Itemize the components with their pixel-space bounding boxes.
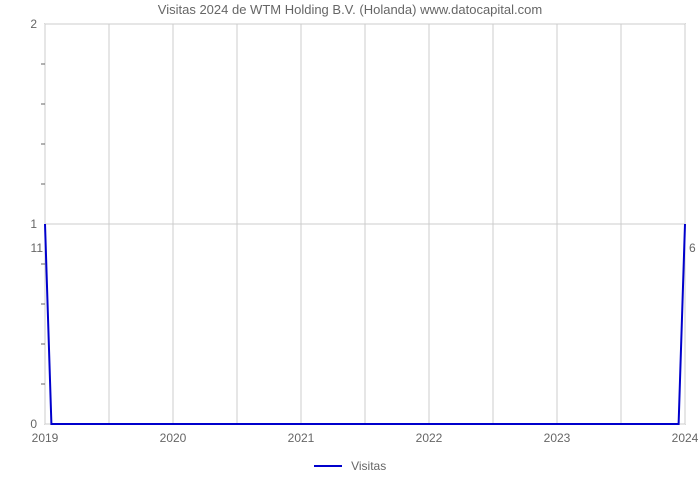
chart-svg: 2019 2020 2021 2022 2023 2024 0 1 2 11 6	[0, 0, 700, 500]
legend-label: Visitas	[351, 459, 386, 473]
x-tick-label: 2023	[544, 431, 571, 445]
x-tick-label: 2020	[160, 431, 187, 445]
y-tick-label: 1	[30, 217, 37, 231]
first-point-label: 11	[31, 241, 44, 255]
x-tick-label: 2019	[32, 431, 59, 445]
chart-container: Visitas 2024 de WTM Holding B.V. (Holand…	[0, 0, 700, 500]
x-tick-label: 2024	[672, 431, 699, 445]
last-point-label: 6	[689, 241, 696, 255]
y-tick-label: 2	[30, 17, 37, 31]
x-tick-label: 2022	[416, 431, 443, 445]
y-tick-label: 0	[30, 417, 37, 431]
legend: Visitas	[0, 458, 700, 473]
chart-title: Visitas 2024 de WTM Holding B.V. (Holand…	[0, 2, 700, 17]
legend-swatch	[314, 465, 342, 467]
x-tick-label: 2021	[288, 431, 315, 445]
